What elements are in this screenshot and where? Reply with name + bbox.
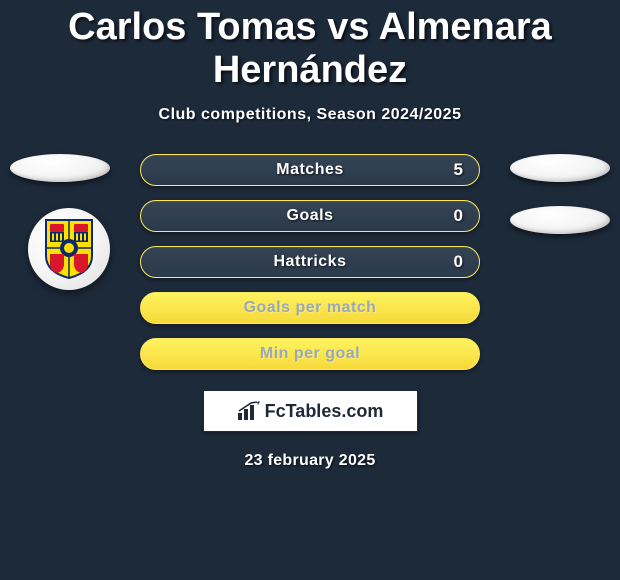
stat-label: Hattricks [274,253,347,271]
stat-bar-min-per-goal: Min per goal [140,338,480,370]
stat-value: 5 [454,160,463,180]
stat-bar-hattricks: Hattricks 0 [140,246,480,278]
subtitle: Club competitions, Season 2024/2025 [0,106,620,124]
date-text: 23 february 2025 [0,452,620,470]
fctables-chart-icon [237,401,261,421]
club-badge [28,208,110,290]
brand-text: FcTables.com [265,401,384,422]
stat-bar-matches: Matches 5 [140,154,480,186]
left-placeholder-oval [10,154,110,182]
stat-label: Min per goal [260,345,360,363]
stat-label: Goals [287,207,334,225]
stat-rows: Matches 5 Goals 0 Hattricks 0 Goals per … [140,154,480,370]
stat-bar-goals: Goals 0 [140,200,480,232]
stat-bar-goals-per-match: Goals per match [140,292,480,324]
page-title: Carlos Tomas vs Almenara Hernández [0,0,620,92]
stat-label: Goals per match [244,299,377,317]
brand-box[interactable]: FcTables.com [203,390,418,432]
right-placeholder-oval-1 [510,154,610,182]
stat-value: 0 [454,206,463,226]
comparison-content: Matches 5 Goals 0 Hattricks 0 Goals per … [0,154,620,470]
stat-label: Matches [276,161,344,179]
villarreal-logo-icon [42,218,96,280]
right-placeholder-oval-2 [510,206,610,234]
stat-value: 0 [454,252,463,272]
